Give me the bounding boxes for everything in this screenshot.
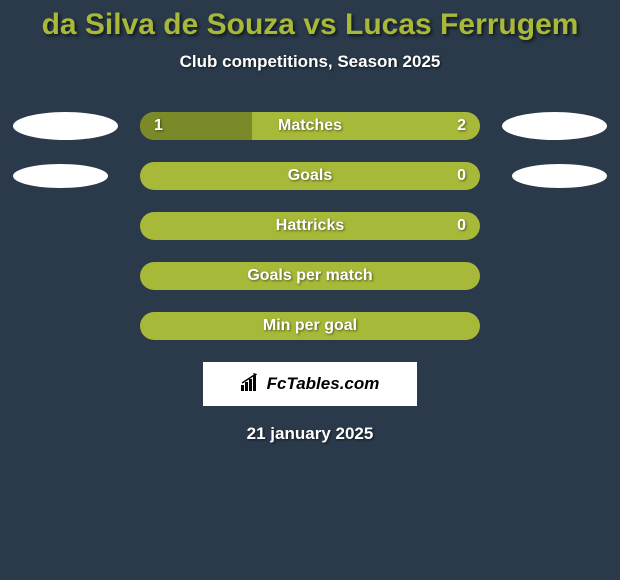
stat-rows: Matches 1 2 Goals 0 Hattricks 0 Goals per match… xyxy=(0,112,620,340)
player-left-icon xyxy=(13,164,108,188)
stat-bar: Min per goal xyxy=(140,312,480,340)
stat-bar: Hattricks 0 xyxy=(140,212,480,240)
stat-row: Hattricks 0 xyxy=(0,212,620,240)
stat-row: Goals 0 xyxy=(0,162,620,190)
date-label: 21 january 2025 xyxy=(0,424,620,444)
stat-label: Goals per match xyxy=(247,267,372,285)
player-right-icon xyxy=(512,164,607,188)
player-left-icon xyxy=(13,112,118,140)
stat-row: Min per goal xyxy=(0,312,620,340)
bar-chart-icon xyxy=(241,373,263,396)
logo-text: FcTables.com xyxy=(241,373,380,396)
logo-label: FcTables.com xyxy=(267,374,380,394)
stat-value-right: 0 xyxy=(457,217,466,235)
stat-row: Matches 1 2 xyxy=(0,112,620,140)
stat-label: Hattricks xyxy=(276,217,344,235)
stat-bar: Matches 1 2 xyxy=(140,112,480,140)
stat-label: Min per goal xyxy=(263,317,357,335)
page-subtitle: Club competitions, Season 2025 xyxy=(0,52,620,72)
stat-label: Goals xyxy=(288,167,332,185)
stat-bar: Goals per match xyxy=(140,262,480,290)
stat-value-right: 0 xyxy=(457,167,466,185)
stat-bar: Goals 0 xyxy=(140,162,480,190)
comparison-infographic: da Silva de Souza vs Lucas Ferrugem Club… xyxy=(0,0,620,444)
page-title: da Silva de Souza vs Lucas Ferrugem xyxy=(0,8,620,42)
player-right-icon xyxy=(502,112,607,140)
logo-box: FcTables.com xyxy=(203,362,417,406)
stat-value-left: 1 xyxy=(154,117,163,135)
stat-row: Goals per match xyxy=(0,262,620,290)
stat-value-right: 2 xyxy=(457,117,466,135)
stat-label: Matches xyxy=(278,117,342,135)
